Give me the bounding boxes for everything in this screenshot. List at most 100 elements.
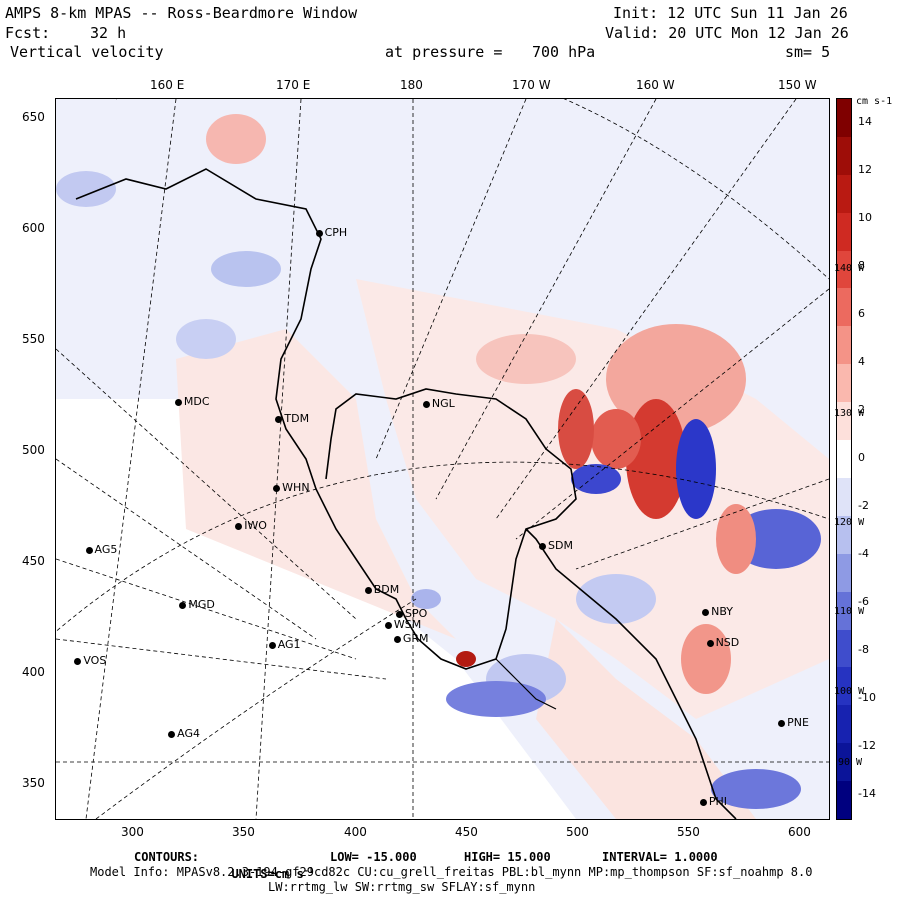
contour-interval: INTERVAL= 1.0000 bbox=[602, 850, 718, 864]
coastline bbox=[495, 658, 557, 710]
station-label: NSD bbox=[715, 635, 740, 649]
station-label: AG1 bbox=[277, 638, 301, 652]
pressure-label: at pressure = bbox=[385, 43, 503, 61]
positive-blob bbox=[206, 114, 266, 164]
units-text: UNITS=cm s bbox=[231, 867, 304, 881]
station-marker[interactable] bbox=[364, 586, 372, 594]
station-label: MGD bbox=[188, 598, 215, 612]
station-marker[interactable] bbox=[706, 639, 714, 647]
negative-blob bbox=[576, 574, 656, 624]
lon-label: 160 W bbox=[636, 78, 675, 92]
colorbar-tick: -14 bbox=[858, 787, 876, 800]
station-marker[interactable] bbox=[273, 484, 281, 492]
x-tick: 500 bbox=[566, 825, 589, 839]
station-label: TDM bbox=[284, 412, 310, 426]
station-marker[interactable] bbox=[74, 657, 82, 665]
colorbar-segment bbox=[837, 364, 851, 403]
station-marker[interactable] bbox=[275, 416, 283, 424]
init-time: Init: 12 UTC Sun 11 Jan 26 bbox=[613, 4, 848, 22]
colorbar-tick: 12 bbox=[858, 163, 872, 176]
model-physics: LW:rrtmg_lw SW:rrtmg_sw SFLAY:sf_mynn bbox=[268, 880, 536, 894]
colorbar-segment bbox=[837, 440, 851, 479]
station-label: GRM bbox=[402, 631, 429, 645]
station-label: IWO bbox=[244, 518, 267, 532]
station-marker[interactable] bbox=[702, 608, 710, 616]
station-label: NGL bbox=[431, 396, 455, 410]
negative-blob bbox=[571, 464, 621, 494]
station-marker[interactable] bbox=[778, 719, 786, 727]
station-marker[interactable] bbox=[422, 400, 430, 408]
x-tick: 400 bbox=[344, 825, 367, 839]
colorbar-segment bbox=[837, 477, 851, 517]
y-tick: 550 bbox=[22, 332, 45, 346]
station-label: MDC bbox=[183, 394, 210, 408]
contour-low: LOW= -15.000 bbox=[330, 850, 417, 864]
y-tick: 650 bbox=[22, 110, 45, 124]
colorbar-units: cm s-1 bbox=[856, 96, 893, 107]
colorbar-tick: 6 bbox=[858, 307, 865, 320]
right-lon-label: 110 W bbox=[834, 606, 865, 617]
station-label: SPO bbox=[405, 607, 428, 621]
negative-blob bbox=[711, 769, 801, 809]
colorbar-segment bbox=[837, 402, 851, 441]
station-marker[interactable] bbox=[174, 398, 182, 406]
station-marker[interactable] bbox=[179, 602, 187, 610]
colorbar-segment bbox=[837, 174, 851, 214]
station-marker[interactable] bbox=[235, 522, 243, 530]
positive-region bbox=[176, 329, 456, 639]
negative-blob bbox=[56, 171, 116, 207]
station-marker[interactable] bbox=[168, 730, 176, 738]
map-panel[interactable] bbox=[55, 98, 830, 820]
colorbar-segment bbox=[837, 515, 851, 555]
positive-region bbox=[536, 619, 756, 819]
colorbar-tick: 14 bbox=[858, 115, 872, 128]
negative-blob bbox=[176, 319, 236, 359]
map-canvas bbox=[56, 99, 829, 819]
colorbar-segment bbox=[837, 326, 851, 365]
colorbar-segment bbox=[837, 212, 851, 252]
strong-positive-blob bbox=[626, 399, 686, 519]
x-tick: 300 bbox=[121, 825, 144, 839]
station-label: CPH bbox=[324, 226, 348, 240]
strong-positive-blob bbox=[456, 651, 476, 667]
station-marker[interactable] bbox=[396, 611, 404, 619]
right-lon-label: 120 W bbox=[834, 517, 865, 528]
colorbar bbox=[836, 98, 852, 820]
station-marker[interactable] bbox=[539, 542, 547, 550]
contours-label: CONTOURS: bbox=[134, 850, 200, 864]
right-lon-label: 140 W bbox=[834, 263, 865, 274]
colorbar-tick: 8 bbox=[858, 259, 865, 272]
positive-blob bbox=[591, 409, 641, 469]
negative-blob bbox=[446, 681, 546, 717]
model-title: AMPS 8-km MPAS -- Ross-Beardmore Window bbox=[5, 4, 358, 22]
graticule bbox=[56, 99, 829, 819]
colorbar-tick: -8 bbox=[858, 643, 869, 656]
forecast-label: Fcst: bbox=[5, 24, 51, 42]
colorbar-segment bbox=[837, 629, 851, 668]
right-lon-label: 100 W bbox=[834, 686, 865, 697]
colorbar-tick: -2 bbox=[858, 499, 869, 512]
negative-blob bbox=[211, 251, 281, 287]
colorbar-tick: -12 bbox=[858, 739, 876, 752]
colorbar-segment bbox=[837, 288, 851, 327]
colorbar-tick: 0 bbox=[858, 451, 865, 464]
colorbar-segment bbox=[837, 136, 851, 176]
station-marker[interactable] bbox=[393, 635, 401, 643]
valid-time: Valid: 20 UTC Mon 12 Jan 26 bbox=[605, 24, 849, 42]
x-tick: 350 bbox=[232, 825, 255, 839]
lon-label: 160 E bbox=[150, 78, 185, 92]
lon-label: 180 bbox=[400, 78, 423, 92]
station-label: WHN bbox=[282, 480, 310, 494]
station-label: WSM bbox=[393, 618, 422, 632]
x-tick: 550 bbox=[677, 825, 700, 839]
station-marker[interactable] bbox=[699, 799, 707, 807]
y-tick: 350 bbox=[22, 776, 45, 790]
station-marker[interactable] bbox=[85, 546, 93, 554]
positive-blob bbox=[606, 324, 746, 434]
station-marker[interactable] bbox=[384, 622, 392, 630]
positive-blob bbox=[476, 334, 576, 384]
station-marker[interactable] bbox=[315, 230, 323, 238]
contour-high: HIGH= 15.000 bbox=[464, 850, 551, 864]
station-marker[interactable] bbox=[268, 642, 276, 650]
colorbar-tick: 2 bbox=[858, 403, 865, 416]
